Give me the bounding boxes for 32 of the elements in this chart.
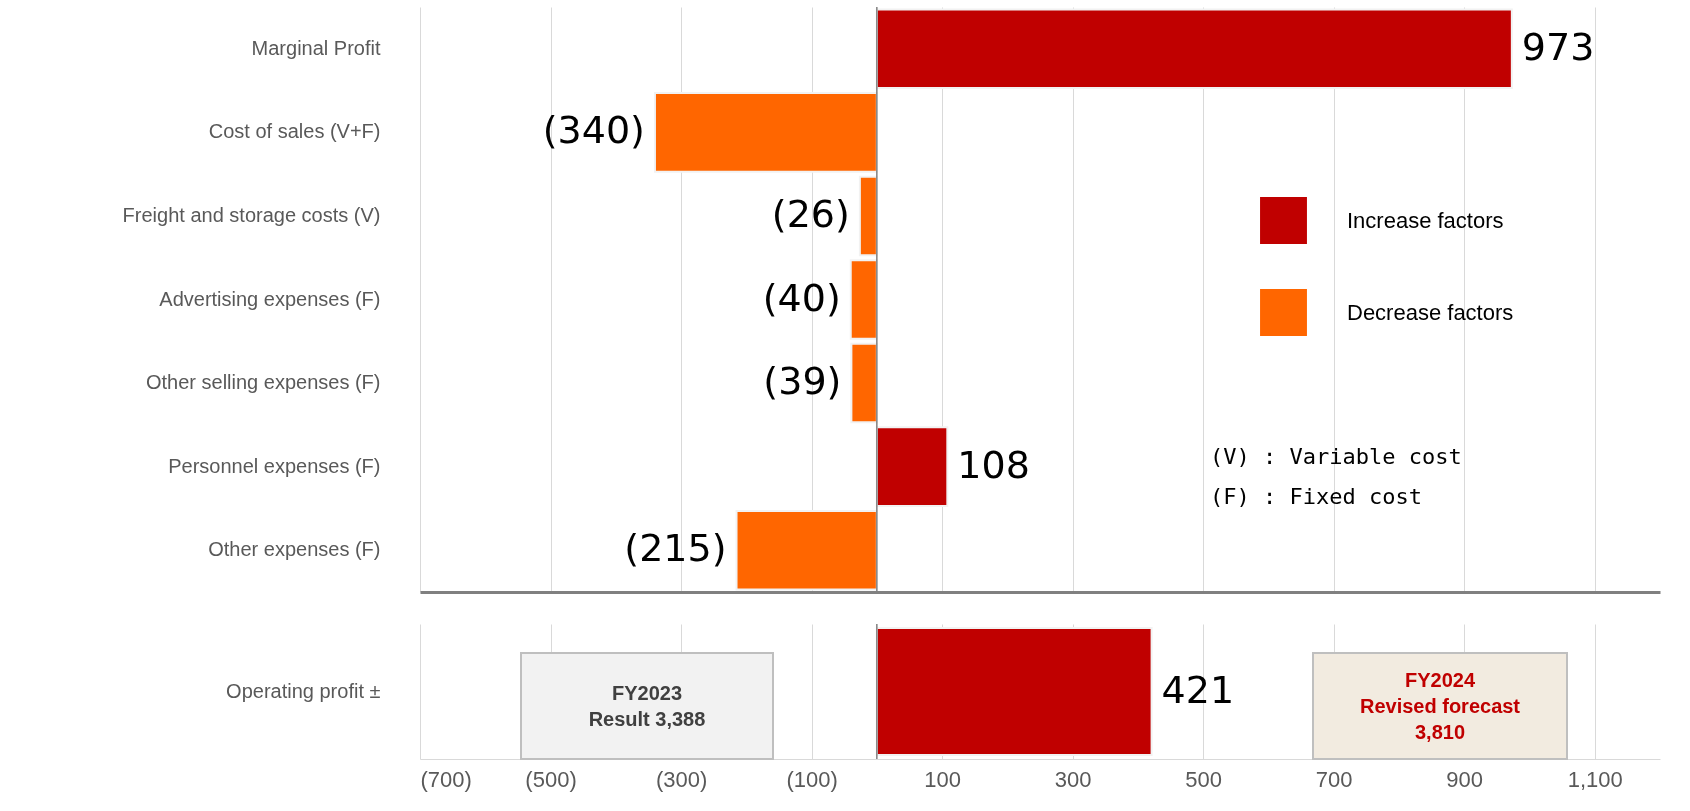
note-box: FY2023 Result 3,388 (520, 652, 774, 760)
y-tick-label: Other selling expenses (F) (145, 371, 381, 394)
data-label: (40) (762, 275, 841, 320)
x-tick-label: 1,100 (1567, 766, 1623, 792)
y-tick-label: Operating profit ± (226, 679, 381, 702)
x-tick-label: 500 (1185, 766, 1223, 792)
y-tick-label: Advertising expenses (F) (159, 287, 381, 310)
y-tick-label: Freight and storage costs (V) (122, 203, 381, 226)
data-label: (340) (542, 108, 645, 153)
note-box: FY2024 Revised forecast 3,810 (1312, 652, 1568, 760)
x-tick-label: (300) (655, 766, 708, 792)
x-tick-label: (700) (420, 766, 472, 792)
x-tick-label: (500) (525, 766, 577, 792)
data-label: (26) (771, 191, 850, 236)
legend-label: Increase factors (1347, 207, 1504, 233)
y-tick-label: Other expenses (F) (208, 538, 381, 561)
x-tick-label: 700 (1315, 766, 1353, 792)
annotation: (V) : Variable cost (1210, 444, 1462, 469)
data-label: 973 (1521, 24, 1595, 69)
data-label: (39) (763, 359, 842, 404)
y-tick-label: Marginal Profit (251, 36, 381, 59)
x-tick-label: 300 (1054, 766, 1092, 792)
x-tick-label: 900 (1446, 766, 1484, 792)
data-label: (215) (624, 526, 727, 571)
x-tick-label: (100) (786, 766, 838, 792)
x-tick-label: 100 (924, 766, 961, 792)
y-tick-label: Cost of sales (V+F) (208, 120, 381, 143)
y-tick-label: Personnel expenses (F) (168, 454, 381, 477)
data-label: 421 (1161, 667, 1235, 712)
annotation: (F) : Fixed cost (1210, 484, 1422, 509)
data-label: 108 (957, 442, 1030, 487)
legend-label: Decrease factors (1347, 299, 1514, 325)
